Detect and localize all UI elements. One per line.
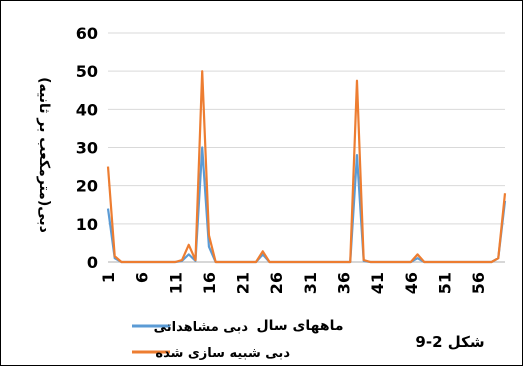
series-line-simulated [106, 70, 507, 264]
y-tick-labels: 0 10 20 30 40 50 60 [76, 24, 98, 272]
x-tick-label: 21 [234, 272, 253, 294]
gridlines [108, 32, 505, 225]
y-tick-label: 30 [76, 139, 98, 158]
y-tick-label: 40 [76, 100, 98, 119]
x-tick-label: 46 [402, 272, 421, 294]
y-axis-label: دبی(مترمکعب بر ثانیه) [36, 77, 52, 233]
series-lines [106, 70, 507, 264]
legend-label-observed: دبی مشاهداتی [154, 320, 249, 335]
x-tick-label: 16 [200, 272, 219, 294]
legend-label-simulated: دبی شبیه سازی شده [155, 346, 290, 361]
x-tick-label: 36 [335, 272, 354, 294]
figure-caption: شکل 2-9 [415, 333, 484, 351]
series-line-observed [106, 146, 507, 264]
x-tick-label: 26 [267, 272, 286, 294]
x-tick-label: 31 [301, 272, 320, 294]
x-tick-label: 11 [166, 272, 185, 294]
x-tick-label: 56 [469, 272, 488, 294]
y-tick-label: 60 [76, 24, 98, 43]
x-tick-label: 1 [99, 272, 118, 283]
legend: دبی مشاهداتی دبی شبیه سازی شده [132, 320, 290, 361]
x-axis-label: ماههای سال [256, 318, 343, 334]
y-tick-label: 0 [87, 253, 98, 272]
y-tick-label: 50 [76, 62, 98, 81]
x-tick-label: 41 [368, 272, 387, 294]
x-tick-labels: 1 6 11 16 21 26 31 36 41 46 51 56 [99, 272, 488, 294]
y-tick-label: 10 [76, 215, 98, 234]
x-tick-label: 6 [133, 272, 152, 283]
x-tick-label: 51 [435, 272, 454, 294]
y-tick-label: 20 [76, 177, 98, 196]
